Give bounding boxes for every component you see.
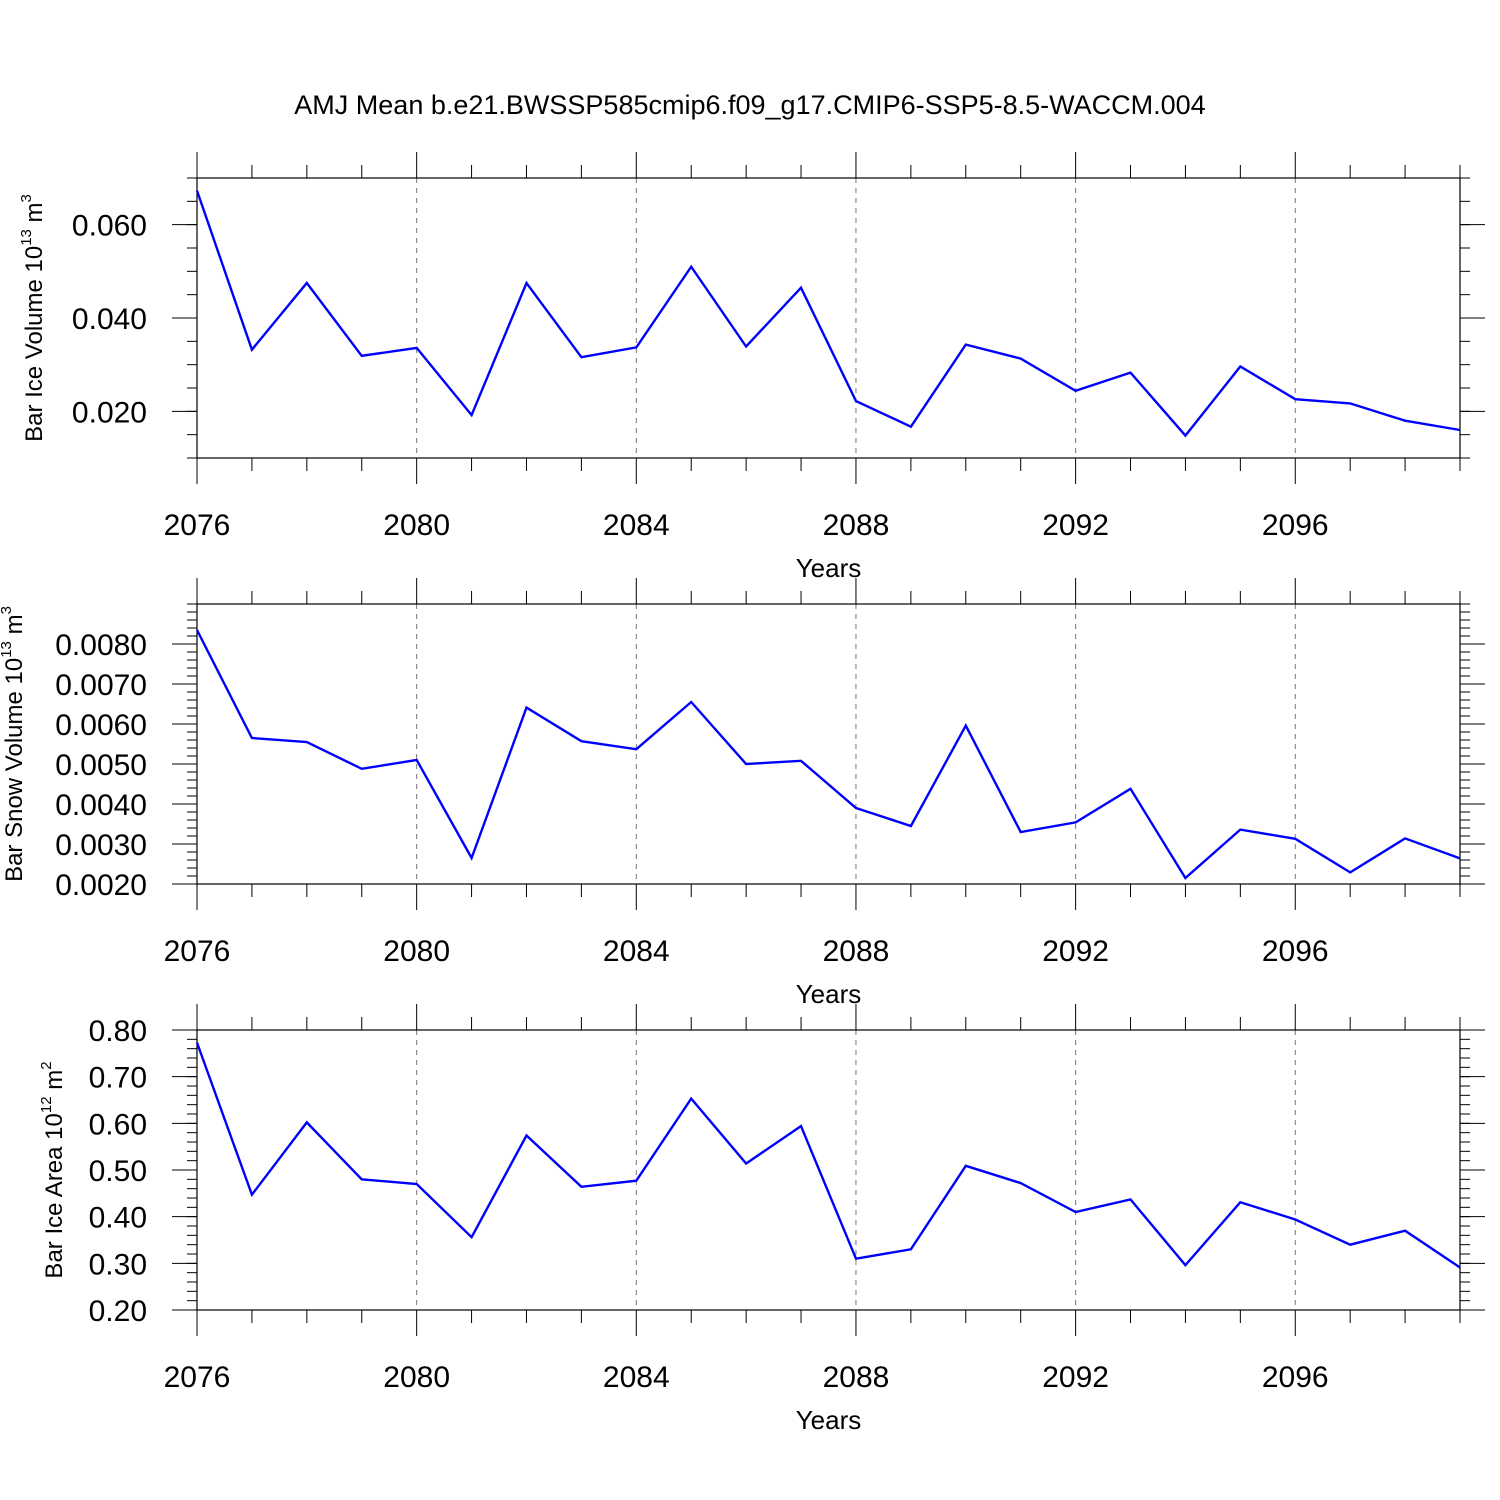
x-tick-label: 2080: [383, 1361, 450, 1394]
y-axis-label-main: Bar Snow Volume 10: [1, 658, 28, 882]
panel-3: 2076 2080 2084 2088 2092 2096 0.20 0.30 0.40 0.50…: [38, 1004, 1485, 1435]
y-axis-label-unit-exponent: 3: [18, 194, 35, 202]
series-line: [195, 1042, 1461, 1269]
x-axis-label: Years: [796, 979, 862, 1009]
y-tick-label: 0.0030: [55, 829, 147, 862]
y-tick-label: 0.060: [72, 210, 147, 243]
y-axis-label-unit: m: [21, 202, 48, 229]
y-tick-label: 0.60: [89, 1108, 147, 1141]
y-axis-label-exponent: 13: [18, 229, 35, 246]
y-axis-label-unit: m: [41, 1070, 68, 1097]
x-tick-label: 2084: [603, 1361, 670, 1394]
y-axis-label-unit-exponent: 2: [38, 1061, 55, 1069]
y-tick-label: 0.80: [89, 1015, 147, 1048]
x-tick-label: 2092: [1042, 935, 1109, 968]
y-axis-label: Bar Ice Area 1012 m2: [38, 1061, 68, 1278]
y-tick-label: 0.50: [89, 1155, 147, 1188]
y-tick-label: 0.70: [89, 1062, 147, 1095]
y-tick-label: 0.0020: [55, 869, 147, 902]
x-tick-label: 2088: [823, 935, 890, 968]
y-tick-label: 0.040: [72, 303, 147, 336]
plot-frame: [196, 603, 1461, 885]
x-tick-label: 2092: [1042, 1361, 1109, 1394]
panel-2: 2076 2080 2084 2088 2092 2096 0.0020 0.0030 0.00…: [0, 578, 1485, 1009]
series-line: [195, 190, 1461, 438]
x-tick-label: 2096: [1262, 1361, 1329, 1394]
x-tick-label: 2096: [1262, 935, 1329, 968]
x-tick-label: 2084: [603, 509, 670, 542]
y-tick-label: 0.20: [89, 1295, 147, 1328]
x-tick-label: 2080: [383, 509, 450, 542]
panel-1: 2076 2080 2084 2088 2092 2096 0.020 0.040 0.060 Y…: [18, 152, 1485, 583]
x-tick-label: 2076: [164, 509, 231, 542]
y-axis-label-unit: m: [1, 614, 28, 641]
panels-group: 2076 2080 2084 2088 2092 2096 0.020 0.040 0.060 Y…: [0, 152, 1485, 1435]
x-tick-label: 2088: [823, 1361, 890, 1394]
x-tick-label: 2096: [1262, 509, 1329, 542]
y-tick-label: 0.0050: [55, 749, 147, 782]
y-axis-label-exponent: 12: [38, 1096, 55, 1113]
y-tick-label: 0.0040: [55, 789, 147, 822]
figure-title: AMJ Mean b.e21.BWSSP585cmip6.f09_g17.CMI…: [294, 90, 1205, 120]
x-tick-label: 2084: [603, 935, 670, 968]
x-tick-label: 2092: [1042, 509, 1109, 542]
y-tick-label: 0.30: [89, 1248, 147, 1281]
y-axis-label: Bar Ice Volume 1013 m3: [18, 194, 48, 442]
y-tick-label: 0.0060: [55, 709, 147, 742]
y-tick-label: 0.0080: [55, 629, 147, 662]
series-line: [195, 629, 1461, 880]
y-axis-label-unit-exponent: 3: [0, 606, 15, 614]
y-tick-label: 0.020: [72, 396, 147, 429]
y-axis-label-main: Bar Ice Volume 10: [21, 246, 48, 442]
y-tick-label: 0.0070: [55, 669, 147, 702]
x-tick-label: 2076: [164, 935, 231, 968]
x-tick-label: 2080: [383, 935, 450, 968]
x-tick-label: 2088: [823, 509, 890, 542]
y-tick-label: 0.40: [89, 1202, 147, 1235]
y-axis-label: Bar Snow Volume 1013 m3: [0, 606, 28, 882]
x-tick-label: 2076: [164, 1361, 231, 1394]
x-axis-label: Years: [796, 1405, 862, 1435]
x-axis-label: Years: [796, 553, 862, 583]
y-axis-label-exponent: 13: [0, 641, 15, 658]
y-axis-label-main: Bar Ice Area 10: [41, 1113, 68, 1278]
